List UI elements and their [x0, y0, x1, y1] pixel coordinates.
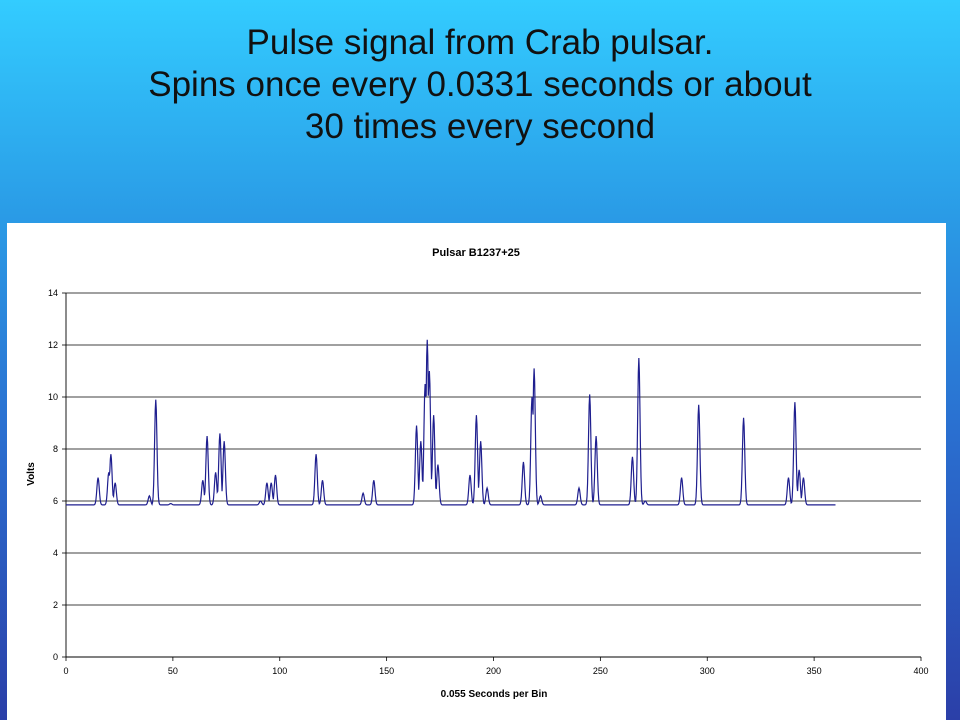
- y-tick-label: 0: [53, 652, 58, 662]
- slide-title-line-1: Pulse signal from Crab pulsar.: [246, 23, 714, 62]
- pulsar-line-chart: Pulsar B1237+25 Volts 0.055 Seconds per …: [26, 247, 929, 700]
- slide-title-line-2: Spins once every 0.0331 seconds or about: [148, 65, 812, 104]
- x-axis-label: 0.055 Seconds per Bin: [441, 689, 548, 700]
- x-tick-label: 400: [913, 666, 928, 676]
- x-tick-label: 350: [807, 666, 822, 676]
- slide-title-line-3: 30 times every second: [304, 107, 656, 146]
- y-tick-label: 8: [53, 444, 58, 454]
- y-axis-label: Volts: [26, 462, 37, 486]
- x-tick-labels: 0 50 100 150 200 250 300 350 400: [63, 666, 928, 676]
- y-tick-label: 14: [48, 288, 58, 298]
- gridlines: [66, 292, 921, 658]
- x-tick-label: 250: [593, 666, 608, 676]
- slide-title: Pulse signal from Crab pulsar. Spins onc…: [0, 22, 960, 148]
- x-tick-label: 300: [700, 666, 715, 676]
- x-tick-label: 0: [63, 666, 68, 676]
- y-tick-label: 6: [53, 496, 58, 506]
- x-tick-label: 150: [379, 666, 394, 676]
- y-tick-label: 10: [48, 392, 58, 402]
- x-tick-label: 200: [486, 666, 501, 676]
- axes: [62, 292, 922, 661]
- x-tick-label: 50: [168, 666, 178, 676]
- y-tick-label: 12: [48, 340, 58, 350]
- chart-panel: Pulsar B1237+25 Volts 0.055 Seconds per …: [7, 223, 946, 720]
- y-tick-label: 2: [53, 600, 58, 610]
- y-tick-labels: 0 2 4 6 8 10 12 14: [48, 288, 58, 662]
- y-tick-label: 4: [53, 548, 58, 558]
- chart-title: Pulsar B1237+25: [432, 247, 520, 259]
- series-line: [66, 339, 836, 506]
- x-tick-label: 100: [272, 666, 287, 676]
